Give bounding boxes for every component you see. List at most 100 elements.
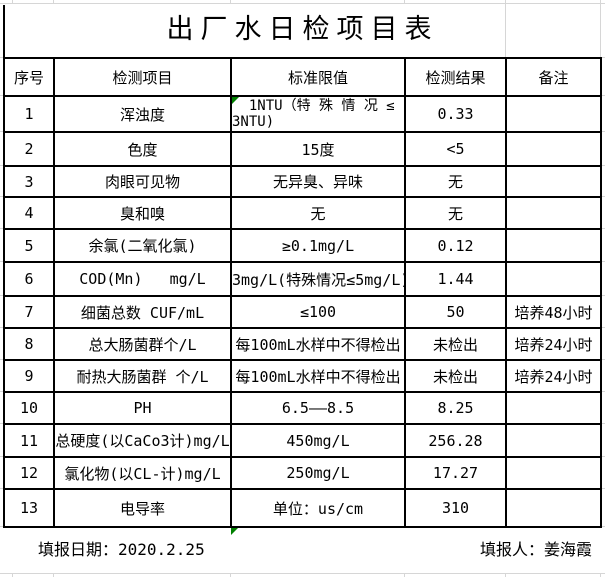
header-cell-result[interactable]: 检测结果 bbox=[404, 57, 507, 97]
cell-remark[interactable] bbox=[505, 391, 602, 425]
cell-remark[interactable]: 培养24小时 bbox=[505, 327, 602, 361]
gridline bbox=[505, 3, 506, 57]
gridline bbox=[12, 0, 13, 3]
cell-row-number[interactable]: 5 bbox=[3, 228, 55, 263]
cell-remark[interactable] bbox=[505, 228, 602, 263]
cell-test-result[interactable]: 未检出 bbox=[404, 359, 507, 393]
header-cell-item[interactable]: 检测项目 bbox=[53, 57, 232, 97]
cell-test-item[interactable]: 总硬度(以CaCo3计)mg/L bbox=[53, 423, 232, 458]
cell-test-item[interactable]: COD(Mn) mg/L bbox=[53, 261, 232, 297]
cell-remark[interactable]: 培养24小时 bbox=[505, 359, 602, 393]
gridline bbox=[0, 359, 3, 360]
cell-standard-limit[interactable]: 无异臭、异味 bbox=[230, 165, 406, 198]
cell-row-number[interactable]: 4 bbox=[3, 196, 55, 230]
cell-test-result[interactable]: 无 bbox=[404, 196, 507, 230]
cell-test-result[interactable]: <5 bbox=[404, 131, 507, 167]
table-row: 4 臭和嗅 无 无 bbox=[3, 196, 602, 230]
cell-row-number[interactable]: 8 bbox=[3, 327, 55, 361]
cell-test-item[interactable]: 耐热大肠菌群 个/L bbox=[53, 359, 232, 393]
cell-test-item[interactable]: 电导率 bbox=[53, 488, 232, 528]
gridline bbox=[0, 456, 3, 457]
gridline bbox=[600, 327, 605, 328]
table-row: 8 总大肠菌群个/L 每100mL水样中不得检出 未检出 培养24小时 bbox=[3, 327, 602, 361]
gridline bbox=[0, 261, 3, 262]
gridline bbox=[600, 391, 605, 392]
cell-remark[interactable]: 培养48小时 bbox=[505, 295, 602, 329]
header-cell-remark[interactable]: 备注 bbox=[505, 57, 602, 97]
cell-remark[interactable] bbox=[505, 95, 602, 133]
cell-test-result[interactable]: 未检出 bbox=[404, 327, 507, 361]
cell-test-result[interactable]: 1.44 bbox=[404, 261, 507, 297]
cell-remark[interactable] bbox=[505, 261, 602, 297]
table-row: 1 浑浊度 1NTU（特 殊 情 况 ≤ 3NTU) 0.33 bbox=[3, 95, 602, 133]
cell-test-item[interactable]: 臭和嗅 bbox=[53, 196, 232, 230]
table-row: 6 COD(Mn) mg/L 3mg/L(特殊情况≤5mg/L) 1.44 bbox=[3, 261, 602, 297]
cell-standard-limit[interactable]: ≥0.1mg/L bbox=[230, 228, 406, 263]
cell-remark[interactable] bbox=[505, 196, 602, 230]
cell-row-number[interactable]: 6 bbox=[3, 261, 55, 297]
table-row: 2 色度 15度 <5 bbox=[3, 131, 602, 167]
cell-remark[interactable] bbox=[505, 488, 602, 528]
gridline bbox=[600, 261, 605, 262]
inspection-table: 序号 检测项目 标准限值 检测结果 备注 1 浑浊度 1NTU（特 殊 情 况 … bbox=[3, 57, 602, 528]
table-row: 11 总硬度(以CaCo3计)mg/L 450mg/L 256.28 bbox=[3, 423, 602, 458]
cell-test-item[interactable]: 色度 bbox=[53, 131, 232, 167]
gridline bbox=[600, 3, 601, 57]
cell-test-result[interactable]: 256.28 bbox=[404, 423, 507, 458]
cell-standard-limit[interactable]: 15度 bbox=[230, 131, 406, 167]
cell-row-number[interactable]: 9 bbox=[3, 359, 55, 393]
gridline bbox=[600, 131, 605, 132]
cell-row-number[interactable]: 13 bbox=[3, 488, 55, 528]
cell-test-result[interactable]: 50 bbox=[404, 295, 507, 329]
cell-row-number[interactable]: 3 bbox=[3, 165, 55, 198]
gridline bbox=[600, 57, 605, 58]
cell-remark[interactable] bbox=[505, 456, 602, 490]
cell-standard-limit[interactable]: ≤100 bbox=[230, 295, 406, 329]
header-cell-no[interactable]: 序号 bbox=[3, 57, 55, 97]
cell-row-number[interactable]: 1 bbox=[3, 95, 55, 133]
gridline bbox=[53, 573, 54, 577]
title-left-border bbox=[3, 5, 5, 57]
cell-test-result[interactable]: 无 bbox=[404, 165, 507, 198]
gridline bbox=[600, 423, 605, 424]
cell-standard-limit[interactable]: 无 bbox=[230, 196, 406, 230]
cell-remark[interactable] bbox=[505, 423, 602, 458]
gridline bbox=[600, 573, 601, 577]
gridline bbox=[600, 295, 605, 296]
gridline bbox=[600, 196, 605, 197]
cell-test-item[interactable]: 氯化物(以CL-计)mg/L bbox=[53, 456, 232, 490]
cell-row-number[interactable]: 7 bbox=[3, 295, 55, 329]
cell-test-item[interactable]: 浑浊度 bbox=[53, 95, 232, 133]
table-row: 13 电导率 单位：us/cm 310 bbox=[3, 488, 602, 528]
cell-test-item[interactable]: 细菌总数 CUF/mL bbox=[53, 295, 232, 329]
cell-standard-limit[interactable]: 6.5——8.5 bbox=[230, 391, 406, 425]
cell-row-number[interactable]: 12 bbox=[3, 456, 55, 490]
cell-standard-limit[interactable]: 450mg/L bbox=[230, 423, 406, 458]
cell-standard-limit[interactable]: 3mg/L(特殊情况≤5mg/L) bbox=[230, 261, 406, 297]
cell-standard-limit[interactable]: 每100mL水样中不得检出 bbox=[230, 327, 406, 361]
cell-row-number[interactable]: 10 bbox=[3, 391, 55, 425]
header-cell-standard[interactable]: 标准限值 bbox=[230, 57, 406, 97]
gridline bbox=[0, 131, 3, 132]
cell-test-item[interactable]: 肉眼可见物 bbox=[53, 165, 232, 198]
cell-standard-limit[interactable]: 每100mL水样中不得检出 bbox=[230, 359, 406, 393]
gridline bbox=[0, 196, 3, 197]
cell-standard-limit[interactable]: 250mg/L bbox=[230, 456, 406, 490]
cell-test-result[interactable]: 0.33 bbox=[404, 95, 507, 133]
cell-test-item[interactable]: PH bbox=[53, 391, 232, 425]
cell-test-item[interactable]: 余氯(二氧化氯) bbox=[53, 228, 232, 263]
cell-remark[interactable] bbox=[505, 131, 602, 167]
cell-test-item[interactable]: 总大肠菌群个/L bbox=[53, 327, 232, 361]
cell-test-result[interactable]: 17.27 bbox=[404, 456, 507, 490]
report-person[interactable]: 填报人：姜海霞 bbox=[479, 540, 592, 559]
report-date[interactable]: 填报日期：2020.2.25 bbox=[38, 540, 205, 559]
gridline bbox=[0, 526, 3, 527]
cell-test-result[interactable]: 0.12 bbox=[404, 228, 507, 263]
cell-row-number[interactable]: 11 bbox=[3, 423, 55, 458]
cell-test-result[interactable]: 310 bbox=[404, 488, 507, 528]
cell-test-result[interactable]: 8.25 bbox=[404, 391, 507, 425]
cell-standard-limit[interactable]: 1NTU（特 殊 情 况 ≤ 3NTU) bbox=[230, 95, 406, 133]
cell-standard-limit[interactable]: 单位：us/cm bbox=[230, 488, 406, 528]
cell-row-number[interactable]: 2 bbox=[3, 131, 55, 167]
cell-remark[interactable] bbox=[505, 165, 602, 198]
